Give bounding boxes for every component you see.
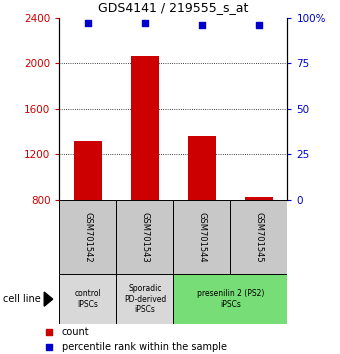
Bar (244, 196, 273, 200)
Polygon shape (44, 292, 53, 306)
Point (85, 20, 91, 26)
Point (256, 22, 261, 28)
Bar (116, 200, 173, 274)
Text: percentile rank within the sample: percentile rank within the sample (62, 342, 227, 352)
Text: GSM701542: GSM701542 (84, 212, 92, 263)
Bar (173, 274, 287, 324)
Bar (188, 136, 216, 200)
Point (142, 20, 148, 26)
Text: GSM701545: GSM701545 (254, 212, 263, 263)
Text: presenilin 2 (PS2)
iPSCs: presenilin 2 (PS2) iPSCs (197, 290, 264, 309)
Bar (116, 274, 173, 324)
Bar (131, 56, 159, 200)
Text: GSM701543: GSM701543 (140, 212, 149, 263)
Bar (74, 141, 102, 200)
Text: control
IPSCs: control IPSCs (74, 290, 101, 309)
Point (46, 330, 52, 335)
Bar (59, 274, 116, 324)
Point (46, 344, 52, 350)
Text: Sporadic
PD-derived
iPSCs: Sporadic PD-derived iPSCs (124, 284, 166, 314)
Title: GDS4141 / 219555_s_at: GDS4141 / 219555_s_at (98, 1, 249, 14)
Bar (173, 200, 231, 274)
Text: cell line: cell line (3, 294, 41, 304)
Bar (231, 200, 287, 274)
Point (199, 22, 205, 28)
Text: GSM701544: GSM701544 (198, 212, 206, 263)
Bar (59, 200, 116, 274)
Text: count: count (62, 327, 89, 337)
